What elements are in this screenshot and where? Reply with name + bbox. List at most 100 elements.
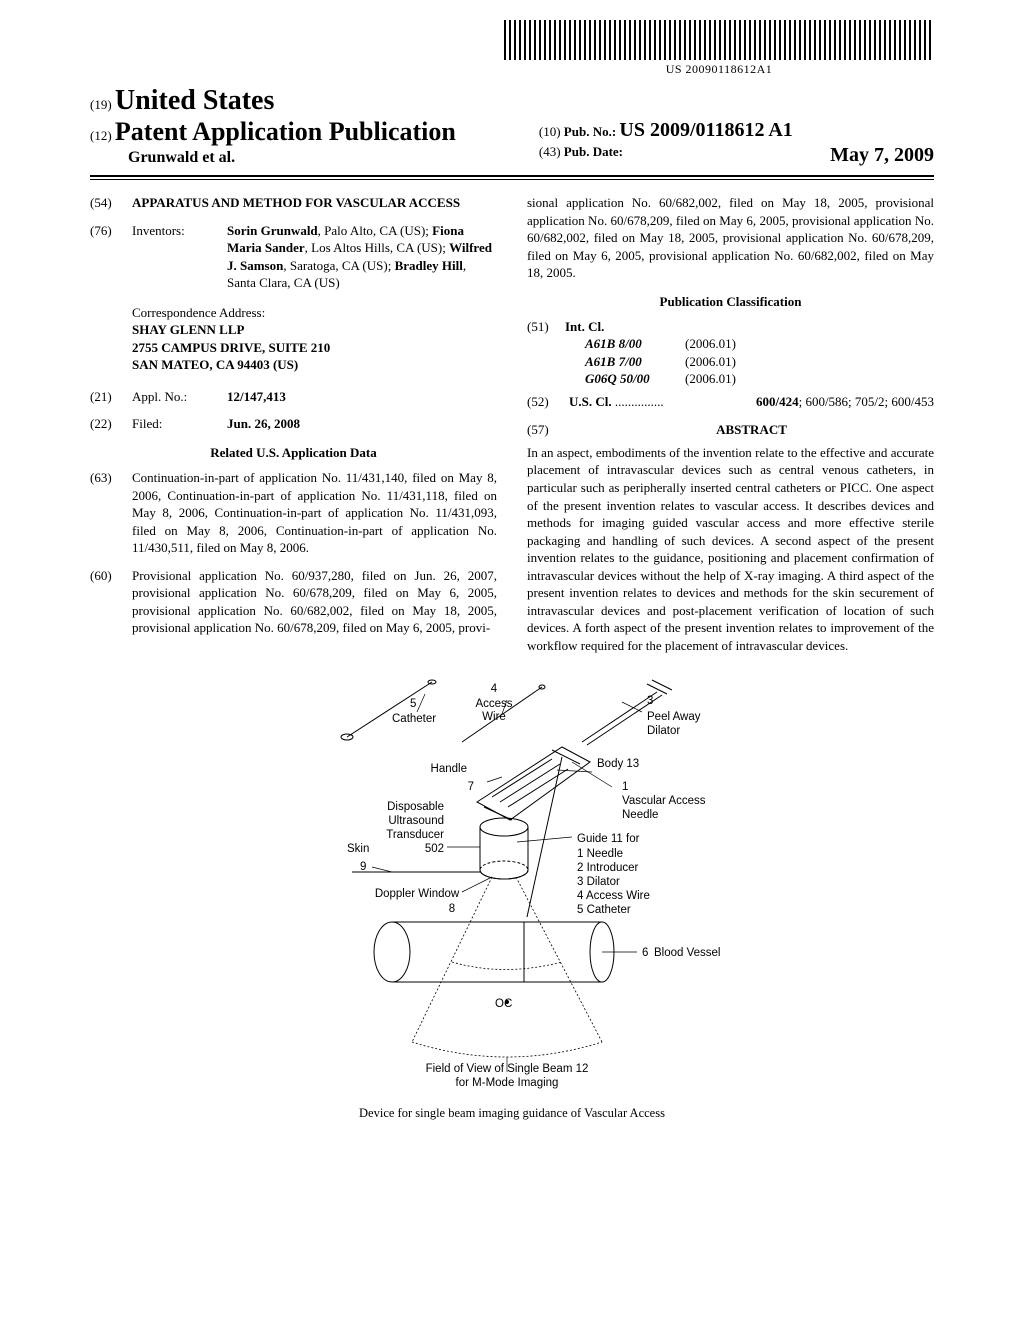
header-left: (19) United States (12) Patent Applicati… (90, 85, 529, 167)
invention-title: APPARATUS AND METHOD FOR VASCULAR ACCESS (132, 194, 497, 212)
corr-line2: 2755 CAMPUS DRIVE, SUITE 210 (132, 339, 497, 357)
corr-line3: SAN MATEO, CA 94403 (US) (132, 356, 497, 374)
fig-access-wire-1: Access (475, 698, 512, 710)
left-column: (54) APPARATUS AND METHOD FOR VASCULAR A… (90, 194, 497, 654)
pubclass-heading: Publication Classification (527, 294, 934, 310)
figure-area: 4 Access Wire 5 Catheter 3 Peel Away Dil… (90, 672, 934, 1121)
fig-g2: 2 Introducer (577, 862, 639, 874)
code-43: (43) (539, 144, 561, 159)
code-60: (60) (90, 567, 132, 637)
fig-fov2: for M-Mode Imaging (456, 1077, 559, 1089)
intcl-year-1: (2006.01) (685, 353, 934, 371)
code-21: (21) (90, 388, 132, 406)
inventors-row: (76) Inventors: Sorin Grunwald, Palo Alt… (90, 222, 497, 292)
fig-g4: 4 Access Wire (577, 890, 650, 902)
fig-doppler: Doppler Window (375, 888, 460, 900)
country-name: United States (115, 85, 274, 116)
fig-catheter: Catheter (392, 713, 436, 725)
code-54: (54) (90, 194, 132, 212)
header-rule-2 (90, 179, 934, 180)
code-52: (52) (527, 394, 569, 410)
applno-row: (21) Appl. No.: 12/147,413 (90, 388, 497, 406)
pubdate-value: May 7, 2009 (830, 144, 934, 167)
continuation-row: (63) Continuation-in-part of application… (90, 469, 497, 557)
intcl-code-0: A61B 8/00 (565, 335, 685, 353)
intcl-block: (51) Int. Cl. A61B 8/00(2006.01) A61B 7/… (527, 318, 934, 388)
fig-disp-4: 502 (425, 843, 444, 855)
fig-vascular-1: Vascular Access (622, 795, 706, 807)
inventors-label: Inventors: (132, 222, 227, 292)
authors-header: Grunwald et al. (128, 149, 529, 167)
pubno-value: US 2009/0118612 A1 (619, 119, 792, 141)
code-10: (10) (539, 124, 561, 139)
barcode-block: US 20090118612A1 (504, 20, 934, 77)
provisional-text: Provisional application No. 60/937,280, … (132, 567, 497, 637)
fig-body: Body 13 (597, 758, 639, 770)
intcl-year-0: (2006.01) (685, 335, 934, 353)
publication-type: Patent Application Publication (115, 117, 456, 146)
barcode-graphic (504, 20, 934, 60)
fig-blood: Blood Vessel (654, 947, 721, 959)
correspondence-label: Correspondence Address: (132, 304, 497, 322)
intcl-code-2: G06Q 50/00 (565, 370, 685, 388)
fig-num9: 9 (360, 861, 366, 873)
code-63: (63) (90, 469, 132, 557)
code-19: (19) (90, 97, 112, 112)
fig-vascular-2: Needle (622, 809, 658, 821)
fig-access-wire-2: Wire (482, 711, 506, 723)
fig-g5: 5 Catheter (577, 904, 631, 916)
code-57: (57) (527, 422, 569, 438)
intcl-year-2: (2006.01) (685, 370, 934, 388)
fig-num5: 5 (410, 698, 416, 710)
fig-num3: 3 (647, 695, 653, 707)
document-header: (19) United States (12) Patent Applicati… (90, 85, 934, 167)
fig-disp-3: Transducer (386, 829, 444, 841)
inventors-list: Sorin Grunwald, Palo Alto, CA (US); Fion… (227, 222, 497, 292)
fig-num8: 8 (449, 903, 455, 915)
intcl-code-1: A61B 7/00 (565, 353, 685, 371)
filed-row: (22) Filed: Jun. 26, 2008 (90, 415, 497, 433)
fig-skin: Skin (347, 843, 369, 855)
fig-disp-1: Disposable (387, 801, 444, 813)
code-51: (51) (527, 318, 565, 336)
fig-handle: Handle (431, 763, 467, 775)
uscl-dots: ............... (615, 394, 664, 409)
filed-label: Filed: (132, 415, 227, 433)
corr-line1: SHAY GLENN LLP (132, 321, 497, 339)
fig-g1: 1 Needle (577, 848, 623, 860)
uscl-label: U.S. Cl. (569, 394, 612, 409)
fig-num6: 6 (642, 947, 648, 959)
applno-value: 12/147,413 (227, 388, 497, 406)
header-rule-1 (90, 175, 934, 177)
abstract-label: ABSTRACT (569, 422, 934, 438)
uscl-bold: 600/424 (756, 394, 799, 409)
figure-caption: Device for single beam imaging guidance … (90, 1106, 934, 1121)
correspondence-block: Correspondence Address: SHAY GLENN LLP 2… (132, 304, 497, 374)
provisional-row: (60) Provisional application No. 60/937,… (90, 567, 497, 637)
title-row: (54) APPARATUS AND METHOD FOR VASCULAR A… (90, 194, 497, 212)
fig-num4: 4 (491, 683, 498, 695)
fig-peelaway-1: Peel Away (647, 711, 701, 723)
main-two-column: (54) APPARATUS AND METHOD FOR VASCULAR A… (90, 194, 934, 654)
applno-label: Appl. No.: (132, 388, 227, 406)
fig-oc: OC (495, 998, 512, 1010)
fig-num1: 1 (622, 781, 628, 793)
patent-figure: 4 Access Wire 5 Catheter 3 Peel Away Dil… (252, 672, 772, 1092)
abstract-text: In an aspect, embodiments of the inventi… (527, 444, 934, 655)
filed-value: Jun. 26, 2008 (227, 415, 497, 433)
pubdate-label: Pub. Date: (564, 144, 623, 159)
code-76: (76) (90, 222, 132, 292)
abstract-header: (57) ABSTRACT (527, 422, 934, 438)
provisional-continuation: sional application No. 60/682,002, filed… (527, 194, 934, 282)
intcl-label: Int. Cl. (565, 318, 604, 336)
fig-guide: Guide 11 for (577, 833, 640, 845)
continuation-text: Continuation-in-part of application No. … (132, 469, 497, 557)
fig-peelaway-2: Dilator (647, 725, 680, 737)
code-12: (12) (90, 128, 112, 143)
code-22: (22) (90, 415, 132, 433)
fig-g3: 3 Dilator (577, 876, 620, 888)
barcode-number: US 20090118612A1 (504, 62, 934, 77)
fig-disp-2: Ultrasound (388, 815, 444, 827)
pubno-label: Pub. No.: (564, 124, 616, 139)
header-right: (10) Pub. No.: US 2009/0118612 A1 (43) P… (529, 119, 934, 167)
